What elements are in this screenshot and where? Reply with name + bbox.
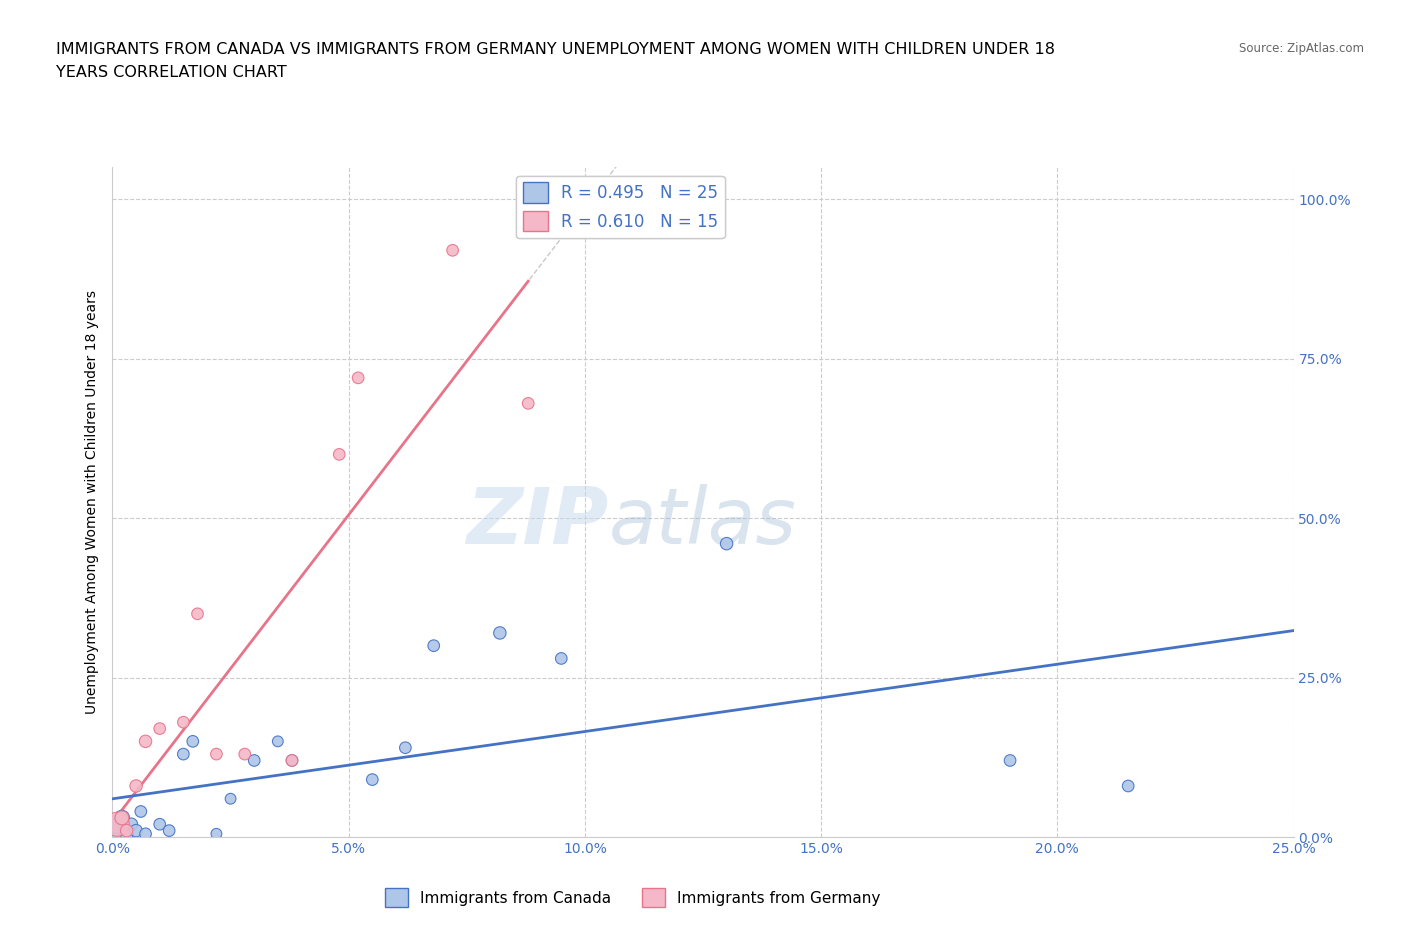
Point bbox=[347, 370, 370, 385]
Text: YEARS CORRELATION CHART: YEARS CORRELATION CHART bbox=[56, 65, 287, 80]
Point bbox=[233, 747, 256, 762]
Text: Source: ZipAtlas.com: Source: ZipAtlas.com bbox=[1239, 42, 1364, 55]
Point bbox=[129, 804, 152, 819]
Point bbox=[186, 606, 208, 621]
Point bbox=[115, 823, 138, 838]
Point bbox=[489, 626, 512, 641]
Point bbox=[219, 791, 242, 806]
Point bbox=[281, 753, 304, 768]
Point bbox=[422, 638, 444, 653]
Text: IMMIGRANTS FROM CANADA VS IMMIGRANTS FROM GERMANY UNEMPLOYMENT AMONG WOMEN WITH : IMMIGRANTS FROM CANADA VS IMMIGRANTS FRO… bbox=[56, 42, 1056, 57]
Point bbox=[105, 817, 128, 831]
Point bbox=[181, 734, 204, 749]
Point bbox=[172, 715, 194, 730]
Point bbox=[716, 537, 738, 551]
Point bbox=[111, 810, 134, 825]
Point bbox=[205, 747, 228, 762]
Y-axis label: Unemployment Among Women with Children Under 18 years: Unemployment Among Women with Children U… bbox=[86, 290, 100, 714]
Point bbox=[205, 827, 228, 842]
Point bbox=[550, 651, 572, 666]
Point bbox=[149, 721, 172, 736]
Legend: Immigrants from Canada, Immigrants from Germany: Immigrants from Canada, Immigrants from … bbox=[380, 883, 886, 913]
Point bbox=[172, 747, 194, 762]
Point bbox=[441, 243, 464, 258]
Point bbox=[517, 396, 540, 411]
Point bbox=[125, 823, 148, 838]
Point bbox=[111, 810, 134, 825]
Text: atlas: atlas bbox=[609, 485, 796, 560]
Point bbox=[328, 447, 350, 462]
Point bbox=[157, 823, 180, 838]
Point bbox=[105, 827, 128, 842]
Point bbox=[281, 753, 304, 768]
Point bbox=[105, 817, 128, 831]
Point bbox=[267, 734, 290, 749]
Point bbox=[120, 817, 142, 831]
Point bbox=[1116, 778, 1139, 793]
Point bbox=[361, 772, 384, 787]
Point bbox=[135, 734, 157, 749]
Text: ZIP: ZIP bbox=[467, 485, 609, 560]
Point bbox=[125, 778, 148, 793]
Point bbox=[135, 827, 157, 842]
Point bbox=[115, 827, 138, 842]
Point bbox=[998, 753, 1021, 768]
Point bbox=[394, 740, 416, 755]
Point bbox=[243, 753, 266, 768]
Point bbox=[149, 817, 172, 831]
Legend: R = 0.495   N = 25, R = 0.610   N = 15: R = 0.495 N = 25, R = 0.610 N = 15 bbox=[516, 176, 724, 238]
